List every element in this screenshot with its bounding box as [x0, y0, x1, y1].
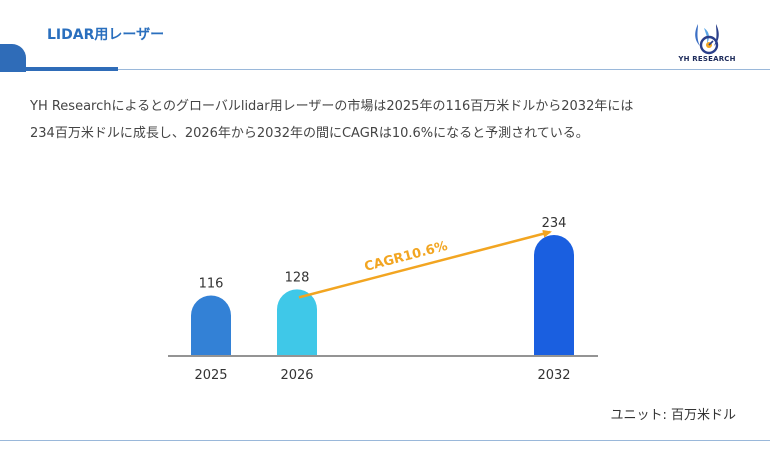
- bar-2026: [277, 289, 317, 355]
- value-label-2032: 234: [542, 216, 567, 231]
- bar-2032: [534, 235, 574, 355]
- value-label-2026: 128: [285, 270, 310, 285]
- unit-label: ユニット: 百万米ドル: [610, 408, 736, 423]
- description-line-2: 234百万米ドルに成長し、2026年から2032年の間にCAGRは10.6%にな…: [30, 126, 589, 141]
- header-accent-line: [26, 67, 118, 71]
- header-tab-decoration: [0, 44, 26, 72]
- footer-divider: [0, 440, 770, 441]
- description-line-1: YH Researchによるとのグローバルlidar用レーザーの市場は2025年…: [30, 99, 634, 114]
- description: YH Researchによるとのグローバルlidar用レーザーの市場は2025年…: [30, 93, 750, 147]
- cagr-arrow: [298, 229, 552, 299]
- header-divider: [118, 69, 770, 70]
- category-label-2032: 2032: [537, 368, 570, 383]
- yh-research-logo-icon: [695, 24, 719, 55]
- bar-2025: [191, 295, 231, 355]
- category-label-2026: 2026: [280, 368, 313, 383]
- category-label-2025: 2025: [194, 368, 227, 383]
- value-label-2025: 116: [199, 277, 224, 292]
- logo-text: YH RESEARCH: [678, 55, 736, 63]
- page-title: LIDAR用レーザー: [47, 27, 165, 43]
